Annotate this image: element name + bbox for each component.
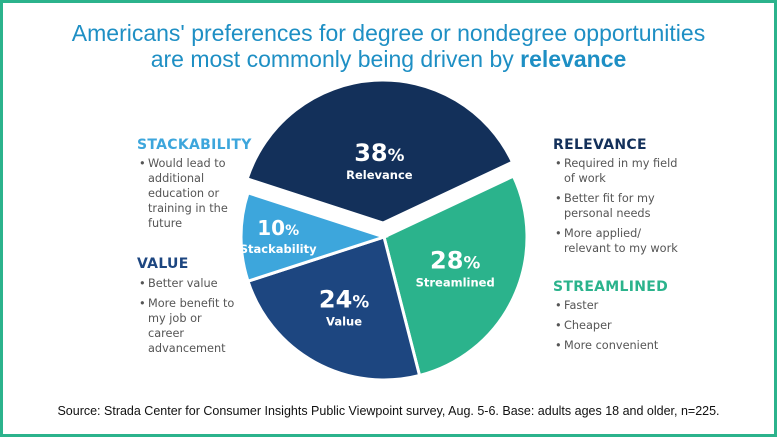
pie-label-stackability: Stackability bbox=[240, 242, 317, 256]
bullet-streamlined-0: Faster bbox=[555, 298, 680, 313]
category-bullets-relevance: Required in my field of work Better fit f… bbox=[555, 156, 680, 261]
category-heading-streamlined: STREAMLINED bbox=[553, 279, 669, 295]
category-bullets-stackability: Would lead to additional education or tr… bbox=[139, 156, 239, 236]
title-line-2: are most commonly being driven by releva… bbox=[0, 46, 777, 72]
bullet-relevance-1: Better fit for my personal needs bbox=[555, 191, 680, 221]
bullet-stackability-0: Would lead to additional education or tr… bbox=[139, 156, 239, 231]
pie-value-value: 24% bbox=[319, 286, 369, 314]
pie-value-stackability: 10% bbox=[257, 216, 299, 240]
pie-value-streamlined: 28% bbox=[430, 246, 480, 274]
pie-slice-streamlined bbox=[382, 174, 529, 378]
bullet-relevance-0: Required in my field of work bbox=[555, 156, 680, 186]
pie-label-streamlined: Streamlined bbox=[416, 275, 495, 289]
pie-slice-value bbox=[246, 235, 422, 382]
bullet-streamlined-2: More convenient bbox=[555, 338, 680, 353]
bullet-streamlined-1: Cheaper bbox=[555, 318, 680, 333]
source-note: Source: Strada Center for Consumer Insig… bbox=[57, 404, 720, 418]
pie-slice-stackability bbox=[239, 190, 389, 284]
title-line-2-bold: relevance bbox=[520, 46, 627, 72]
category-heading-relevance: RELEVANCE bbox=[553, 137, 647, 153]
category-heading-value: VALUE bbox=[137, 256, 189, 272]
title-line-2-prefix: are most commonly being driven by bbox=[150, 46, 521, 72]
category-bullets-streamlined: Faster Cheaper More convenient bbox=[555, 298, 680, 358]
category-bullets-value: Better value More benefit to my job or ca… bbox=[139, 276, 239, 361]
chart-title: Americans' preferences for degree or non… bbox=[0, 20, 777, 72]
pie-slice-relevance bbox=[245, 78, 515, 225]
bullet-value-1: More benefit to my job or career advance… bbox=[139, 296, 239, 356]
title-line-1: Americans' preferences for degree or non… bbox=[71, 20, 706, 46]
pie-label-value: Value bbox=[326, 315, 362, 329]
pie-value-relevance: 38% bbox=[354, 139, 404, 167]
pie-label-relevance: Relevance bbox=[346, 168, 413, 182]
category-heading-stackability: STACKABILITY bbox=[137, 137, 252, 153]
bullet-value-0: Better value bbox=[139, 276, 239, 291]
bullet-relevance-2: More applied/ relevant to my work bbox=[555, 226, 680, 256]
